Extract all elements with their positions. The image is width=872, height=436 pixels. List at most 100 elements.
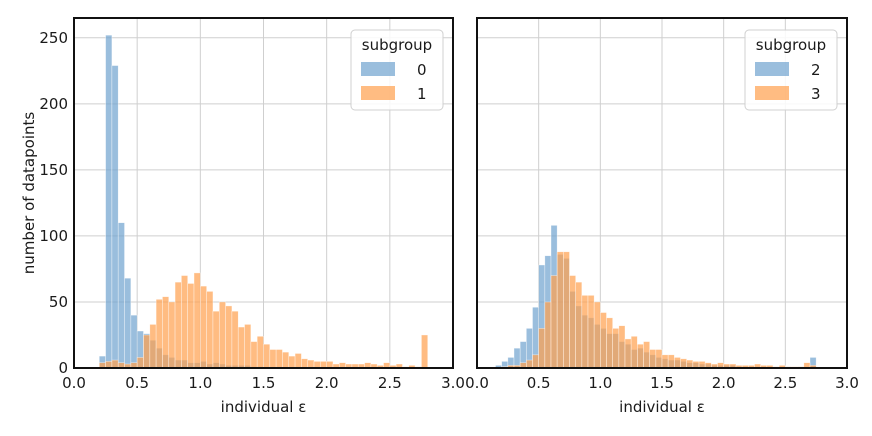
left-legend: subgroup 0 1 — [350, 29, 444, 111]
left-x-tick-label: 1.5 — [252, 374, 276, 392]
left-bar-subgroup-1 — [200, 285, 207, 369]
right-bar-subgroup-3 — [606, 317, 613, 369]
left-bar-subgroup-1 — [218, 301, 226, 369]
right-bar-subgroup-3 — [581, 295, 589, 369]
right-x-tick-label: 0.5 — [527, 374, 551, 392]
right-legend-label-3: 3 — [811, 85, 821, 103]
left-y-tick-label: 100 — [39, 227, 68, 245]
left-bar-subgroup-0 — [117, 222, 125, 369]
right-bar-subgroup-3 — [643, 341, 650, 369]
right-x-tick-label: 2.5 — [773, 374, 797, 392]
right-legend-label-2: 2 — [811, 61, 821, 79]
right-x-tick-label: 0.0 — [465, 374, 489, 392]
left-legend-label-1: 1 — [417, 85, 427, 103]
left-legend-title: subgroup — [362, 36, 432, 54]
right-bar-subgroup-3 — [600, 312, 607, 369]
left-bar-subgroup-1 — [168, 301, 176, 369]
left-x-tick-label: 3.0 — [441, 374, 465, 392]
right-bar-subgroup-3 — [661, 354, 669, 369]
left-bar-subgroup-1 — [421, 334, 429, 369]
right-x-tick-label: 1.0 — [588, 374, 612, 392]
left-bar-subgroup-1 — [206, 291, 214, 369]
left-axes-frame — [73, 17, 454, 369]
right-x-tick-label: 3.0 — [835, 374, 859, 392]
right-legend-title: subgroup — [756, 36, 826, 54]
left-bar-subgroup-1 — [174, 281, 182, 369]
left-bar-subgroup-0 — [111, 65, 119, 369]
right-legend: subgroup 2 3 — [744, 29, 838, 111]
left-y-tick-label: 50 — [49, 293, 68, 311]
left-bar-subgroup-1 — [244, 324, 252, 369]
left-bar-subgroup-1 — [307, 359, 315, 369]
left-bar-subgroup-1 — [181, 275, 188, 369]
right-x-axis-label: individual ε — [619, 398, 705, 416]
right-bar-subgroup-3 — [532, 354, 539, 369]
right-bar-subgroup-3 — [630, 336, 638, 369]
left-bar-subgroup-1 — [193, 272, 201, 369]
left-bar-subgroup-0 — [130, 314, 138, 369]
left-bar-subgroup-1 — [282, 351, 290, 369]
right-bar-subgroup-3 — [569, 275, 576, 369]
right-bar-subgroup-3 — [624, 338, 632, 369]
right-bar-subgroup-3 — [680, 358, 687, 369]
right-axes-frame — [476, 17, 848, 369]
left-legend-swatch-1 — [361, 86, 395, 100]
right-bar-subgroup-3 — [550, 275, 558, 369]
right-legend-swatch-2 — [755, 62, 789, 76]
left-y-axis-label: number of datapoints — [20, 112, 38, 275]
right-bar-subgroup-3 — [563, 251, 570, 369]
right-bar-subgroup-3 — [637, 343, 644, 369]
right-histogram-panel: 0.0 0.5 1.0 1.5 2.0 2.5 3.0 individual ε subgrou… — [465, 17, 859, 416]
left-legend-swatch-0 — [361, 62, 395, 76]
left-bar-subgroup-1 — [256, 336, 264, 369]
left-y-tick-label: 0 — [58, 359, 68, 377]
left-x-tick-label: 1.0 — [188, 374, 212, 392]
left-bar-subgroup-1 — [263, 343, 271, 369]
left-bar-subgroup-1 — [288, 355, 296, 369]
left-bar-subgroup-1 — [136, 357, 144, 369]
right-x-tick-label: 2.0 — [712, 374, 736, 392]
left-bar-subgroup-1 — [275, 349, 283, 369]
right-bar-subgroup-3 — [556, 251, 564, 369]
left-bar-subgroup-1 — [250, 341, 258, 369]
left-legend-label-0: 0 — [417, 61, 427, 79]
right-bar-subgroup-3 — [612, 328, 620, 369]
left-bar-subgroup-0 — [105, 34, 113, 369]
left-y-tick-label: 250 — [39, 29, 68, 47]
right-bar-subgroup-2 — [513, 347, 521, 369]
right-bar-subgroup-3 — [618, 325, 626, 369]
right-bar-subgroup-3 — [587, 295, 595, 369]
left-bar-subgroup-1 — [237, 326, 245, 369]
left-bar-subgroup-1 — [149, 324, 157, 369]
right-bar-subgroup-3 — [575, 281, 583, 369]
left-bar-subgroup-0 — [124, 277, 132, 369]
left-bar-subgroup-1 — [294, 353, 302, 369]
left-x-tick-label: 2.0 — [315, 374, 339, 392]
left-bar-subgroup-1 — [143, 334, 151, 369]
left-bar-subgroup-1 — [301, 358, 309, 369]
right-bar-subgroup-3 — [649, 349, 657, 369]
right-bar-subgroup-3 — [655, 349, 663, 369]
left-bar-subgroup-1 — [212, 310, 220, 369]
right-bar-subgroup-3 — [538, 328, 546, 369]
left-bar-subgroup-1 — [231, 310, 239, 369]
left-bar-subgroup-1 — [187, 283, 195, 369]
right-bar-subgroup-3 — [526, 359, 533, 369]
left-bar-subgroup-1 — [225, 305, 233, 369]
left-bar-subgroup-1 — [111, 359, 119, 369]
right-legend-swatch-3 — [755, 86, 789, 100]
right-bar-subgroup-3 — [593, 301, 601, 369]
left-bar-subgroup-1 — [155, 299, 163, 369]
left-bar-subgroup-1 — [269, 349, 277, 369]
left-x-tick-label: 0.5 — [125, 374, 149, 392]
left-x-tick-label: 0.0 — [62, 374, 86, 392]
left-y-tick-label: 200 — [39, 95, 68, 113]
left-histogram-panel: 0.0 0.5 1.0 1.5 2.0 2.5 3.0 0 50 100 150 200 250 indi… — [20, 17, 465, 416]
left-bar-subgroup-1 — [162, 296, 170, 369]
right-x-tick-label: 1.5 — [650, 374, 674, 392]
right-bar-subgroup-3 — [674, 357, 681, 369]
left-y-tick-label: 150 — [39, 161, 68, 179]
right-bar-subgroup-3 — [686, 359, 694, 369]
right-bar-subgroup-3 — [544, 301, 552, 369]
